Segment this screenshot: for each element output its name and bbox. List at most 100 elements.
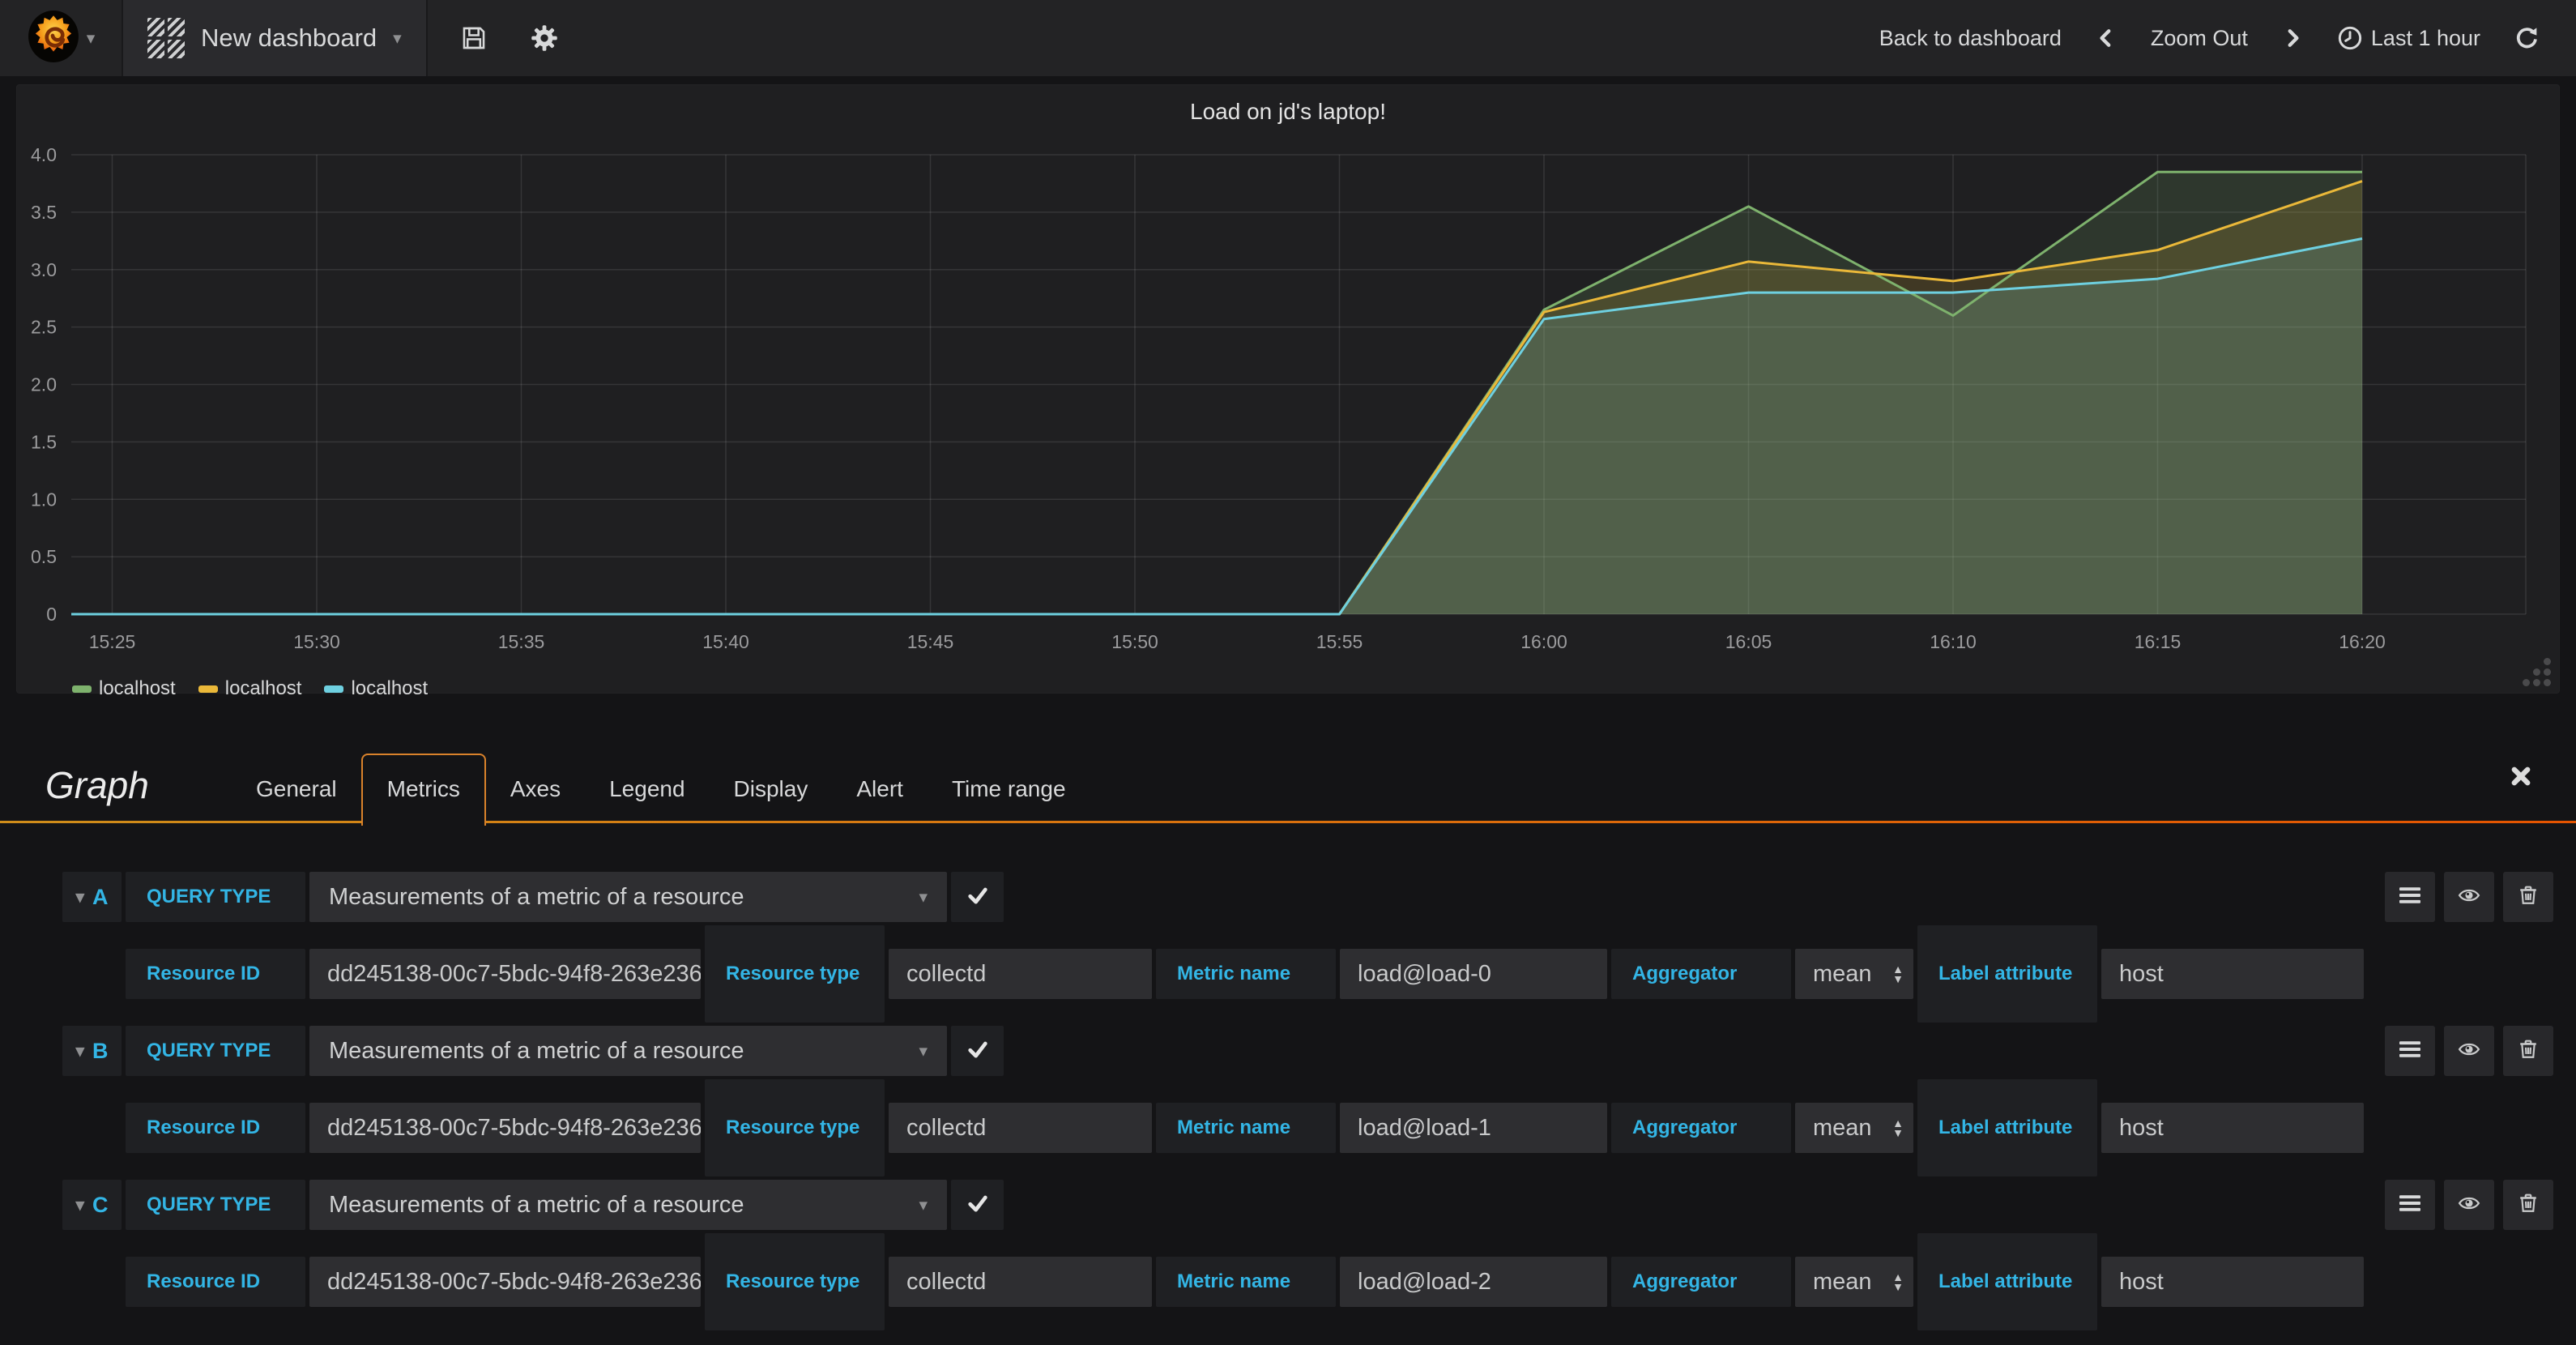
svg-text:1.0: 1.0 (31, 489, 57, 510)
panel-type-title: Graph (45, 764, 149, 806)
caret-down-icon: ▾ (75, 887, 85, 907)
tab-display[interactable]: Display (733, 776, 808, 801)
query-block: ▾ B QUERY TYPE Measurements of a metric … (62, 1026, 2553, 1176)
caret-down-icon: ▾ (919, 887, 928, 907)
label-attribute-input[interactable]: host (2101, 1257, 2364, 1307)
series-color-swatch (72, 685, 92, 693)
query-collapse-toggle[interactable]: ▾ C (62, 1180, 122, 1230)
svg-text:4.0: 4.0 (31, 144, 57, 165)
tab-metrics[interactable]: Metrics (360, 754, 486, 826)
settings-gear-icon[interactable] (530, 23, 559, 53)
select-spinner-icon: ▲ ▼ (1892, 1270, 1904, 1293)
caret-down-icon: ▾ (919, 1195, 928, 1215)
check-icon (966, 884, 989, 911)
svg-text:16:05: 16:05 (1725, 631, 1772, 652)
time-range-picker[interactable]: Last 1 hour (2337, 25, 2480, 51)
svg-text:2.5: 2.5 (31, 317, 57, 338)
metric-name-input[interactable]: load@load-1 (1340, 1103, 1607, 1153)
legend-item[interactable]: localhost (72, 677, 176, 700)
svg-text:0.5: 0.5 (31, 546, 57, 567)
legend-label: localhost (99, 677, 176, 699)
tab-axes[interactable]: Axes (510, 776, 561, 801)
legend-item[interactable]: localhost (198, 677, 301, 700)
refresh-icon[interactable] (2514, 25, 2540, 51)
label-attribute-label: Label attribute (1917, 925, 2097, 1023)
tab-general[interactable]: General (256, 776, 337, 801)
aggregator-select[interactable]: mean ▲ ▼ (1795, 1103, 1913, 1153)
tab-alert[interactable]: Alert (856, 776, 903, 801)
aggregator-select[interactable]: mean ▲ ▼ (1795, 949, 1913, 999)
query-type-label: QUERY TYPE (126, 872, 305, 922)
grafana-menu[interactable]: ▾ (0, 0, 123, 76)
time-shift-right-icon[interactable] (2282, 26, 2303, 50)
resource-id-input[interactable]: dd245138-00c7-5bdc-94f8-263e236 (309, 1103, 701, 1153)
resource-id-input[interactable]: dd245138-00c7-5bdc-94f8-263e236 (309, 1257, 701, 1307)
metrics-tab-content: ▾ A QUERY TYPE Measurements of a metric … (0, 823, 2576, 1330)
legend-item[interactable]: localhost (324, 677, 428, 700)
label-attribute-input[interactable]: host (2101, 1103, 2364, 1153)
resource-type-input[interactable]: collectd (889, 1103, 1152, 1153)
save-dashboard-button[interactable] (460, 24, 488, 52)
metric-name-label: Metric name (1156, 1103, 1336, 1153)
query-type-select[interactable]: Measurements of a metric of a resource ▾ (309, 1180, 947, 1230)
query-visibility-button[interactable] (2444, 872, 2494, 922)
select-spinner-icon: ▲ ▼ (1892, 963, 1904, 985)
query-menu-button[interactable] (2385, 872, 2435, 922)
top-navbar: ▾ New dashboard ▾ Back to dashboa (0, 0, 2576, 76)
tab-time-range[interactable]: Time range (951, 776, 1066, 801)
svg-text:0: 0 (46, 604, 57, 625)
query-type-select[interactable]: Measurements of a metric of a resource ▾ (309, 1026, 947, 1076)
query-letter: A (92, 884, 109, 909)
legend-label: localhost (351, 677, 429, 699)
time-shift-left-icon[interactable] (2096, 26, 2117, 50)
time-series-chart[interactable]: 0 0.5 1.0 1.5 2.0 2.5 3.0 3.5 4.0 15:25 15:30 15:35… (27, 134, 2538, 668)
grafana-logo-icon (27, 10, 80, 67)
query-delete-button[interactable] (2503, 1180, 2553, 1230)
svg-text:3.5: 3.5 (31, 202, 57, 223)
label-attribute-input[interactable]: host (2101, 949, 2364, 999)
metric-name-input[interactable]: load@load-2 (1340, 1257, 1607, 1307)
svg-text:16:15: 16:15 (2135, 631, 2181, 652)
tab-legend[interactable]: Legend (609, 776, 685, 801)
dashboard-title-menu[interactable]: New dashboard ▾ (123, 0, 428, 76)
eye-icon (2455, 1039, 2483, 1064)
query-confirm-button[interactable] (951, 1180, 1004, 1230)
query-collapse-toggle[interactable]: ▾ B (62, 1026, 122, 1076)
aggregator-select[interactable]: mean ▲ ▼ (1795, 1257, 1913, 1307)
svg-text:2.0: 2.0 (31, 374, 57, 395)
query-confirm-button[interactable] (951, 1026, 1004, 1076)
back-to-dashboard-link[interactable]: Back to dashboard (1879, 25, 2062, 50)
query-delete-button[interactable] (2503, 872, 2553, 922)
query-confirm-button[interactable] (951, 872, 1004, 922)
resource-type-label: Resource type (705, 925, 885, 1023)
resource-type-label: Resource type (705, 1233, 885, 1330)
query-type-select[interactable]: Measurements of a metric of a resource ▾ (309, 872, 947, 922)
panel-title[interactable]: Load on jd's laptop! (1190, 99, 1386, 124)
metric-name-input[interactable]: load@load-0 (1340, 949, 1607, 999)
trash-icon (2518, 883, 2539, 912)
query-menu-button[interactable] (2385, 1026, 2435, 1076)
close-editor-button[interactable] (2501, 757, 2540, 800)
time-range-label: Last 1 hour (2370, 25, 2480, 50)
query-type-label: QUERY TYPE (126, 1026, 305, 1076)
resource-id-input[interactable]: dd245138-00c7-5bdc-94f8-263e236 (309, 949, 701, 999)
panel-resize-handle[interactable] (2523, 658, 2551, 686)
query-type-label: QUERY TYPE (126, 1180, 305, 1230)
svg-text:1.5: 1.5 (31, 431, 57, 452)
query-menu-button[interactable] (2385, 1180, 2435, 1230)
aggregator-label: Aggregator (1611, 1103, 1791, 1153)
resource-type-input[interactable]: collectd (889, 1257, 1152, 1307)
series-color-swatch (198, 685, 218, 693)
query-collapse-toggle[interactable]: ▾ A (62, 872, 122, 922)
resource-id-label: Resource ID (126, 1257, 305, 1307)
resource-type-input[interactable]: collectd (889, 949, 1152, 999)
check-icon (966, 1038, 989, 1065)
query-visibility-button[interactable] (2444, 1026, 2494, 1076)
query-delete-button[interactable] (2503, 1026, 2553, 1076)
query-type-value: Measurements of a metric of a resource (329, 883, 744, 910)
query-visibility-button[interactable] (2444, 1180, 2494, 1230)
zoom-out-button[interactable]: Zoom Out (2150, 25, 2248, 50)
caret-down-icon: ▾ (919, 1041, 928, 1061)
svg-text:15:40: 15:40 (702, 631, 749, 652)
caret-down-icon: ▾ (75, 1195, 85, 1215)
